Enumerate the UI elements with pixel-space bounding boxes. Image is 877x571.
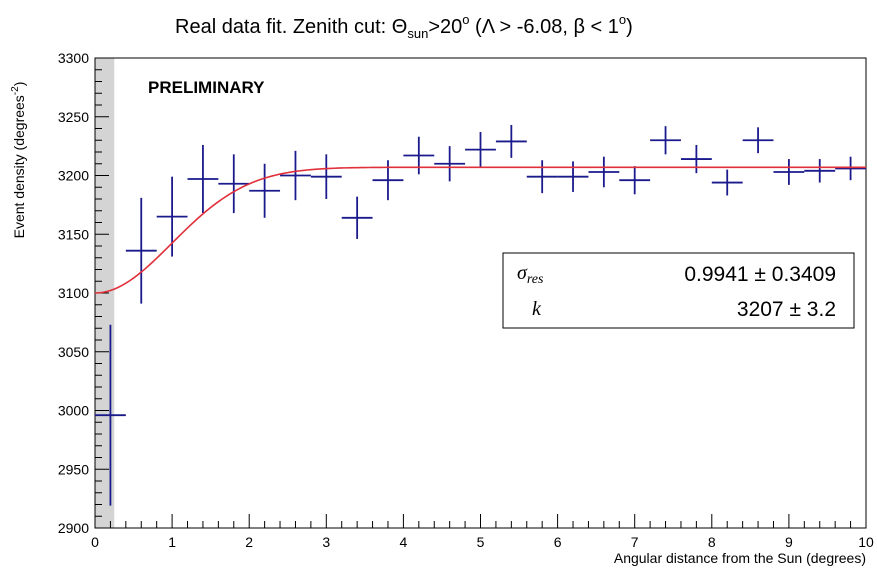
x-tick-label: 0 — [91, 534, 99, 550]
data-point — [403, 136, 435, 175]
y-tick-label: 2950 — [58, 461, 89, 477]
data-point — [804, 159, 836, 183]
k-value: 3207 ± 3.2 — [737, 298, 836, 321]
y-tick-label: 3150 — [58, 226, 89, 242]
x-tick-label: 4 — [400, 534, 408, 550]
data-point — [742, 127, 774, 154]
y-axis-label: Event density (degrees-2) — [10, 82, 27, 239]
y-tick-label: 3200 — [58, 168, 89, 184]
data-point — [280, 150, 311, 201]
data-point — [835, 156, 866, 181]
data-point — [187, 144, 219, 214]
data-point — [680, 144, 712, 174]
x-tick-label: 7 — [631, 534, 639, 550]
y-tick-label: 3250 — [58, 109, 89, 125]
x-tick-label: 6 — [554, 534, 562, 550]
x-tick-label: 1 — [168, 534, 176, 550]
sigma-res-symbol: σres — [517, 262, 544, 287]
k-symbol: k — [532, 298, 542, 320]
data-point — [619, 166, 651, 195]
fit-parameters-box: σres 0.9941 ± 0.3409 k 3207 ± 3.2 — [502, 252, 855, 329]
data-point — [156, 176, 188, 257]
y-tick-label: 3000 — [58, 403, 89, 419]
x-tick-label: 3 — [322, 534, 330, 550]
data-point — [711, 169, 743, 196]
x-tick-label: 9 — [785, 534, 793, 550]
sigma-res-value: 0.9941 ± 0.3409 — [684, 263, 836, 286]
y-tick-label: 3300 — [58, 50, 89, 66]
data-point — [434, 146, 466, 182]
x-tick-label: 5 — [477, 534, 485, 550]
data-point — [526, 160, 558, 194]
data-point — [95, 324, 126, 506]
y-tick-label: 3050 — [58, 344, 89, 360]
data-point — [341, 196, 373, 239]
data-point — [218, 154, 250, 214]
y-tick-label: 2900 — [58, 520, 89, 536]
data-point — [249, 163, 281, 218]
x-tick-label: 2 — [245, 534, 253, 550]
data-point — [588, 156, 620, 188]
y-tick-label: 3100 — [58, 285, 89, 301]
data-point — [650, 126, 681, 155]
data-point — [465, 132, 496, 168]
data-point — [310, 154, 342, 199]
data-point — [125, 197, 157, 304]
x-axis: 0 1 2 3 4 5 6 7 8 9 10 — [91, 514, 874, 550]
x-tick-label: 10 — [858, 534, 874, 550]
data-points — [95, 124, 866, 506]
x-axis-label: Angular distance from the Sun (degrees) — [614, 550, 866, 566]
data-point — [495, 124, 527, 158]
data-point — [557, 161, 589, 192]
x-tick-label: 8 — [708, 534, 716, 550]
fit-box-frame — [502, 252, 855, 329]
fit-curve — [94, 166, 866, 294]
data-point — [372, 160, 404, 201]
data-point — [773, 159, 805, 185]
chart-title: Real data fit. Zenith cut: Θsun>20o (Λ >… — [175, 12, 633, 41]
preliminary-annotation: PRELIMINARY — [148, 78, 265, 97]
